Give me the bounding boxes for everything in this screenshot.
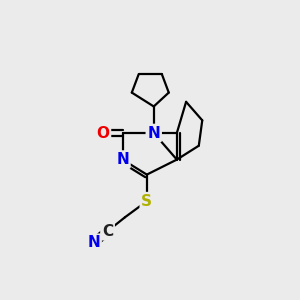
Text: O: O xyxy=(96,125,110,140)
Text: S: S xyxy=(141,194,152,209)
Text: N: N xyxy=(116,152,129,167)
Text: N: N xyxy=(147,125,160,140)
Text: N: N xyxy=(87,235,100,250)
Text: C: C xyxy=(102,224,113,239)
